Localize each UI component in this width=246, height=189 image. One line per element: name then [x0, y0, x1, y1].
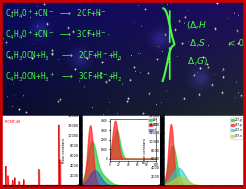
Y-axis label: Rate constant: Rate constant — [143, 138, 148, 163]
Text: ($\Delta_r H$
 $\Delta_r S$
 $\Delta_r G$): ($\Delta_r H$ $\Delta_r S$ $\Delta_r G$) — [185, 19, 209, 67]
Text: C$_4$H$_3$OCN+H$_3$$^+$ $\longrightarrow$ 3CF+H$^-$+H$_2$: C$_4$H$_3$OCN+H$_3$$^+$ $\longrightarrow… — [5, 71, 122, 84]
Text: C$_4$H$_3$OCN+H$_3$$^+$ $\longrightarrow$ 2CF+H$^-$+H$_3$: C$_4$H$_3$OCN+H$_3$$^+$ $\longrightarrow… — [5, 50, 122, 63]
Y-axis label: Rate constant: Rate constant — [62, 138, 66, 163]
Legend: 2CF, 3CF, ref: 2CF, 3CF, ref — [148, 117, 158, 133]
Text: C$_4$H$_4$O$^+$+CN$^-$ $\longrightarrow$ 3CF+H$^-$: C$_4$H$_4$O$^+$+CN$^-$ $\longrightarrow$… — [5, 29, 107, 42]
Text: IRCMT-48: IRCMT-48 — [5, 120, 21, 124]
Text: C$_4$H$_4$O$^+$+CN$^-$ $\longrightarrow$ 2CF+H$^-$: C$_4$H$_4$O$^+$+CN$^-$ $\longrightarrow$… — [5, 7, 107, 21]
Text: < 0: < 0 — [228, 39, 244, 48]
Legend: 2CF-p, 3CF-p, 2CF-n, 3CF-n: 2CF-p, 3CF-p, 2CF-n, 3CF-n — [230, 117, 243, 139]
